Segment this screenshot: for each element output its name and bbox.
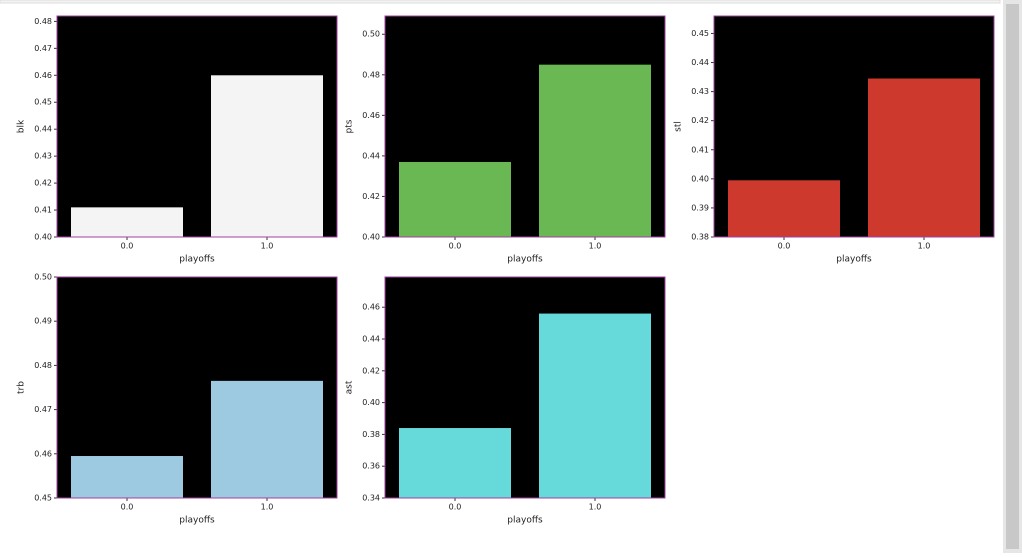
axes-frame bbox=[56, 276, 338, 499]
y-tick-label: 0.44 bbox=[34, 125, 52, 134]
x-axis-label: playoffs bbox=[507, 516, 543, 526]
y-axis-label: stl bbox=[674, 121, 684, 132]
bar bbox=[539, 313, 651, 498]
x-tick-label: 1.0 bbox=[589, 242, 602, 251]
y-tick-label: 0.46 bbox=[34, 449, 52, 458]
y-tick-label: 0.44 bbox=[362, 151, 380, 160]
bar bbox=[539, 64, 651, 237]
x-axis-label: playoffs bbox=[179, 255, 215, 265]
y-tick-label: 0.34 bbox=[362, 494, 380, 503]
y-tick-label: 0.39 bbox=[691, 203, 709, 212]
y-tick-label: 0.50 bbox=[362, 30, 380, 39]
x-tick-label: 1.0 bbox=[918, 242, 931, 251]
x-tick-label: 1.0 bbox=[589, 503, 602, 512]
x-tick-label: 0.0 bbox=[121, 503, 134, 512]
bar bbox=[211, 75, 323, 237]
x-tick-label: 0.0 bbox=[449, 503, 462, 512]
bar bbox=[71, 207, 183, 237]
y-tick-label: 0.48 bbox=[34, 17, 52, 26]
bar bbox=[71, 456, 183, 498]
y-tick-label: 0.45 bbox=[691, 29, 709, 38]
axes-frame bbox=[713, 15, 995, 238]
y-tick-label: 0.48 bbox=[34, 361, 52, 370]
y-tick-label: 0.49 bbox=[34, 317, 52, 326]
y-tick-label: 0.45 bbox=[34, 494, 52, 503]
bar bbox=[211, 380, 323, 498]
bar bbox=[399, 161, 511, 237]
y-tick-label: 0.46 bbox=[362, 303, 380, 312]
bar bbox=[728, 180, 840, 237]
bar bbox=[868, 78, 980, 237]
y-tick-label: 0.40 bbox=[34, 233, 52, 242]
y-tick-label: 0.50 bbox=[34, 273, 52, 282]
y-tick-label: 0.41 bbox=[691, 145, 709, 154]
axes-frame bbox=[56, 15, 338, 238]
y-tick-label: 0.43 bbox=[34, 152, 52, 161]
y-tick-label: 0.42 bbox=[34, 179, 52, 188]
y-tick-label: 0.44 bbox=[691, 58, 709, 67]
y-tick-label: 0.38 bbox=[362, 430, 380, 439]
x-tick-label: 1.0 bbox=[261, 242, 274, 251]
y-axis-label: trb bbox=[17, 381, 27, 394]
x-axis-label: playoffs bbox=[179, 516, 215, 526]
y-tick-label: 0.48 bbox=[362, 70, 380, 79]
y-tick-label: 0.36 bbox=[362, 462, 380, 471]
x-tick-label: 0.0 bbox=[449, 242, 462, 251]
axes-frame bbox=[384, 15, 666, 238]
y-tick-label: 0.40 bbox=[362, 398, 380, 407]
y-tick-label: 0.45 bbox=[34, 98, 52, 107]
y-axis-label: ast bbox=[345, 380, 355, 394]
x-axis-label: playoffs bbox=[836, 255, 872, 265]
y-tick-label: 0.44 bbox=[362, 335, 380, 344]
x-tick-label: 0.0 bbox=[121, 242, 134, 251]
scrollbar-thumb[interactable] bbox=[1006, 4, 1019, 549]
y-tick-label: 0.42 bbox=[362, 366, 380, 375]
y-axis-label: blk bbox=[17, 119, 27, 133]
y-tick-label: 0.40 bbox=[362, 233, 380, 242]
cell-border bbox=[0, 0, 1001, 4]
y-tick-label: 0.41 bbox=[34, 206, 52, 215]
y-tick-label: 0.38 bbox=[691, 233, 709, 242]
x-axis-label: playoffs bbox=[507, 255, 543, 265]
y-tick-label: 0.42 bbox=[691, 116, 709, 125]
y-axis-label: pts bbox=[345, 119, 355, 133]
y-tick-label: 0.40 bbox=[691, 174, 709, 183]
bar bbox=[399, 428, 511, 498]
y-tick-label: 0.46 bbox=[362, 111, 380, 120]
y-tick-label: 0.42 bbox=[362, 192, 380, 201]
y-tick-label: 0.47 bbox=[34, 44, 52, 53]
x-tick-label: 0.0 bbox=[778, 242, 791, 251]
y-tick-label: 0.46 bbox=[34, 71, 52, 80]
y-tick-label: 0.43 bbox=[691, 87, 709, 96]
axes-frame bbox=[384, 276, 666, 499]
y-tick-label: 0.47 bbox=[34, 405, 52, 414]
x-tick-label: 1.0 bbox=[261, 503, 274, 512]
